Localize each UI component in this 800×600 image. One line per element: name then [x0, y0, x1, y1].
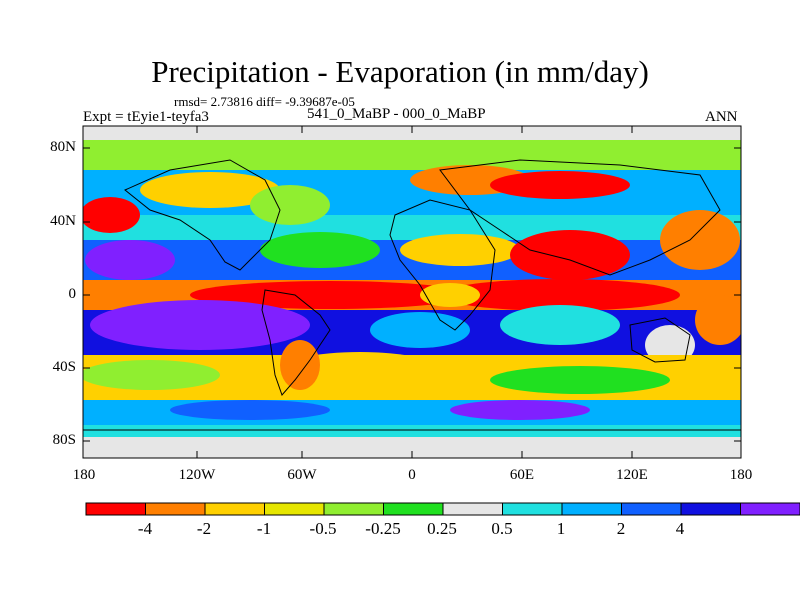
x-tick-label: 120W [178, 467, 216, 483]
experiment-label: Expt = tEyie1-teyfa3 [83, 109, 209, 125]
difference-label: 541_0_MaBP - 000_0_MaBP [307, 106, 486, 122]
colorbar-label: 2 [616, 519, 626, 538]
colorbar-label: -0.25 [365, 519, 401, 538]
colorbar-swatch [621, 502, 682, 516]
colorbar-label: -2 [196, 519, 212, 538]
y-tick-label: 80N [50, 139, 76, 155]
colorbar-swatch [383, 502, 444, 516]
y-tick-label: 0 [68, 286, 77, 302]
colorbar-swatch [85, 502, 146, 516]
colorbar [85, 502, 800, 516]
y-tick-label: 80S [52, 432, 76, 448]
colorbar-swatch [442, 502, 503, 516]
colorbar-swatch [502, 502, 563, 516]
season-label: ANN [705, 109, 738, 125]
colorbar-label: 0.5 [491, 519, 513, 538]
y-tick-label: 40S [52, 359, 76, 375]
x-tick-label: 0 [408, 467, 416, 483]
colorbar-swatch [740, 502, 800, 516]
colorbar-swatch [204, 502, 265, 516]
y-tick-label: 40N [50, 213, 76, 229]
coastlines [83, 159, 741, 431]
colorbar-swatch [264, 502, 325, 516]
x-tick-label: 180 [72, 467, 96, 483]
colorbar-swatch [145, 502, 206, 516]
colorbar-label: 0.25 [427, 519, 457, 538]
colorbar-label: 1 [556, 519, 566, 538]
colorbar-label: -4 [137, 519, 153, 538]
colorbar-swatch [561, 502, 622, 516]
map-field [83, 126, 741, 458]
x-tick-label: 120E [616, 467, 648, 483]
colorbar-label: -1 [256, 519, 272, 538]
chart-title: Precipitation - Evaporation (in mm/day) [151, 54, 649, 89]
colorbar-swatch [680, 502, 741, 516]
colorbar-swatch [323, 502, 384, 516]
colorbar-label: -0.5 [309, 519, 337, 538]
map-ticks [83, 126, 741, 458]
stats-text: rmsd= 2.73816 diff= -9.39687e-05 [174, 94, 355, 109]
x-tick-label: 60W [287, 467, 317, 483]
x-tick-label: 60E [509, 467, 535, 483]
colorbar-label: 4 [675, 519, 685, 538]
x-tick-label: 180 [729, 467, 753, 483]
